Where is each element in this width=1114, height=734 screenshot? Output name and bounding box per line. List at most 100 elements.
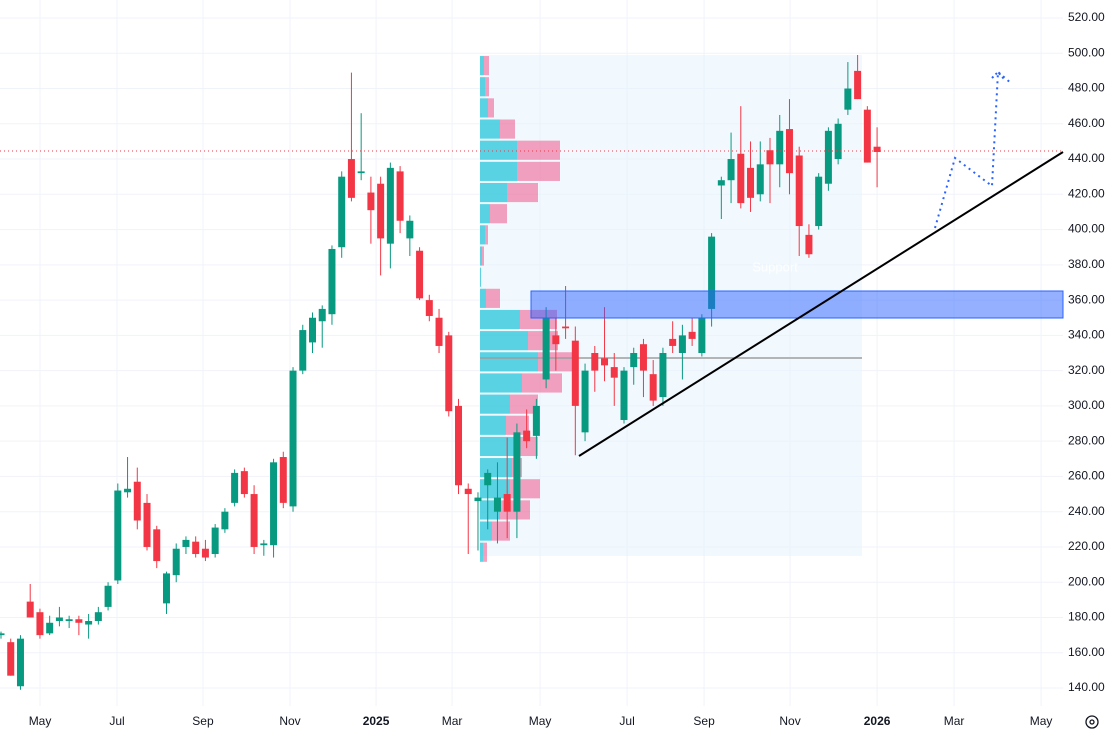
profile-up-bar — [480, 246, 482, 266]
candle-body — [737, 153, 745, 204]
y-tick-label: 460.00 — [1068, 116, 1105, 130]
settings-icon[interactable] — [1085, 715, 1099, 729]
profile-up-bar — [480, 352, 538, 372]
profile-down-bar — [507, 182, 538, 203]
y-tick-label: 240.00 — [1068, 504, 1105, 518]
profile-up-bar — [480, 309, 520, 330]
candle-body — [532, 405, 540, 436]
candle-body — [863, 109, 871, 163]
profile-down-bar — [490, 204, 507, 224]
y-tick-label: 400.00 — [1068, 222, 1105, 236]
profile-down-bar — [500, 119, 515, 139]
profile-up-bar — [480, 331, 528, 351]
profile-up-bar — [480, 542, 483, 562]
candle-body — [221, 511, 229, 530]
candle-body — [776, 130, 784, 165]
candle-body — [377, 183, 385, 239]
profile-down-bar — [518, 436, 538, 457]
candle-body — [85, 621, 93, 625]
candle-body — [396, 171, 404, 221]
candle-body — [172, 548, 180, 576]
x-tick-label: Mar — [442, 714, 463, 728]
candle-body — [873, 146, 881, 152]
candle-body — [162, 573, 170, 604]
candle-body — [581, 370, 589, 433]
profile-down-bar — [517, 161, 560, 181]
candle-body — [854, 70, 862, 100]
candle-body — [260, 543, 268, 546]
profile-down-bar — [510, 394, 538, 414]
candle-body — [153, 529, 161, 562]
y-tick-label: 360.00 — [1068, 292, 1105, 306]
candle-body — [279, 457, 287, 503]
profile-up-bar — [480, 267, 481, 287]
y-tick-label: 500.00 — [1068, 45, 1105, 59]
candle-body — [114, 490, 122, 581]
candle-body — [834, 123, 842, 160]
candle-body — [484, 472, 492, 486]
candle-body — [824, 130, 832, 184]
y-tick-label: 280.00 — [1068, 433, 1105, 447]
x-tick-label: Nov — [779, 714, 800, 728]
profile-down-bar — [522, 373, 562, 393]
profile-down-bar — [485, 77, 489, 97]
profile-up-bar — [480, 225, 485, 245]
candle-body — [182, 539, 190, 547]
profile-down-bar — [486, 288, 500, 308]
candle-body — [124, 488, 132, 493]
x-tick-label: 2026 — [864, 714, 891, 728]
y-tick-label: 140.00 — [1068, 680, 1105, 694]
y-tick-label: 260.00 — [1068, 469, 1105, 483]
candle-body — [727, 159, 735, 181]
candle-body — [7, 642, 15, 676]
profile-down-bar — [492, 521, 510, 541]
candle-body — [493, 497, 501, 512]
y-tick-label: 300.00 — [1068, 398, 1105, 412]
candle-body — [299, 330, 307, 371]
candle-body — [0, 633, 5, 636]
candle-body — [717, 180, 725, 186]
profile-up-bar — [480, 288, 486, 308]
candle-body — [610, 367, 618, 378]
candle-body — [270, 462, 278, 546]
candle-body — [523, 430, 531, 442]
y-tick-label: 220.00 — [1068, 539, 1105, 553]
candle-body — [747, 167, 755, 198]
candle-body — [367, 192, 375, 211]
profile-down-bar — [482, 246, 484, 266]
x-tick-label: Jul — [619, 714, 634, 728]
profile-up-bar — [480, 204, 490, 224]
profile-up-bar — [480, 415, 506, 435]
y-tick-label: 420.00 — [1068, 186, 1105, 200]
candle-body — [104, 585, 112, 607]
candle-body — [406, 220, 414, 239]
candle-body — [542, 317, 550, 380]
candle-body — [289, 370, 297, 507]
profile-up-bar — [480, 161, 517, 181]
candle-body — [688, 331, 696, 339]
candle-body — [240, 471, 248, 495]
profile-up-bar — [480, 140, 517, 160]
candle-body — [55, 617, 63, 622]
candle-body — [503, 494, 511, 512]
y-tick-label: 200.00 — [1068, 574, 1105, 588]
candle-body — [464, 488, 472, 495]
candle-body — [756, 164, 764, 195]
candle-body — [386, 167, 394, 244]
y-tick-label: 320.00 — [1068, 363, 1105, 377]
candle-body — [513, 432, 521, 512]
profile-up-bar — [480, 77, 485, 97]
y-tick-label: 520.00 — [1068, 10, 1105, 24]
y-tick-label: 480.00 — [1068, 81, 1105, 95]
candle-body — [26, 601, 34, 618]
candle-body — [347, 159, 355, 198]
candle-body — [328, 248, 336, 315]
projection-path — [934, 69, 1013, 229]
profile-down-bar — [483, 542, 487, 562]
candle-body — [844, 88, 852, 110]
candle-body — [474, 497, 482, 502]
x-tick-label: May — [529, 714, 552, 728]
candle-body — [425, 300, 433, 316]
x-tick-label: 2025 — [363, 714, 390, 728]
profile-down-bar — [506, 415, 529, 435]
